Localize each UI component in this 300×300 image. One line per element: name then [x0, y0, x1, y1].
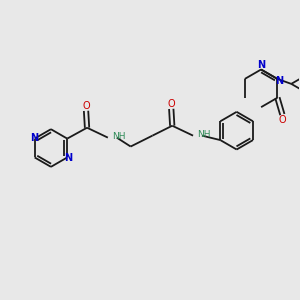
Text: N: N	[257, 59, 265, 70]
Text: NH: NH	[197, 130, 211, 139]
Text: O: O	[82, 101, 90, 111]
Text: N: N	[30, 133, 38, 143]
Text: NH: NH	[112, 132, 125, 141]
Text: N: N	[64, 153, 72, 163]
Text: N: N	[275, 76, 284, 86]
Text: O: O	[167, 99, 175, 109]
Text: O: O	[278, 115, 286, 124]
